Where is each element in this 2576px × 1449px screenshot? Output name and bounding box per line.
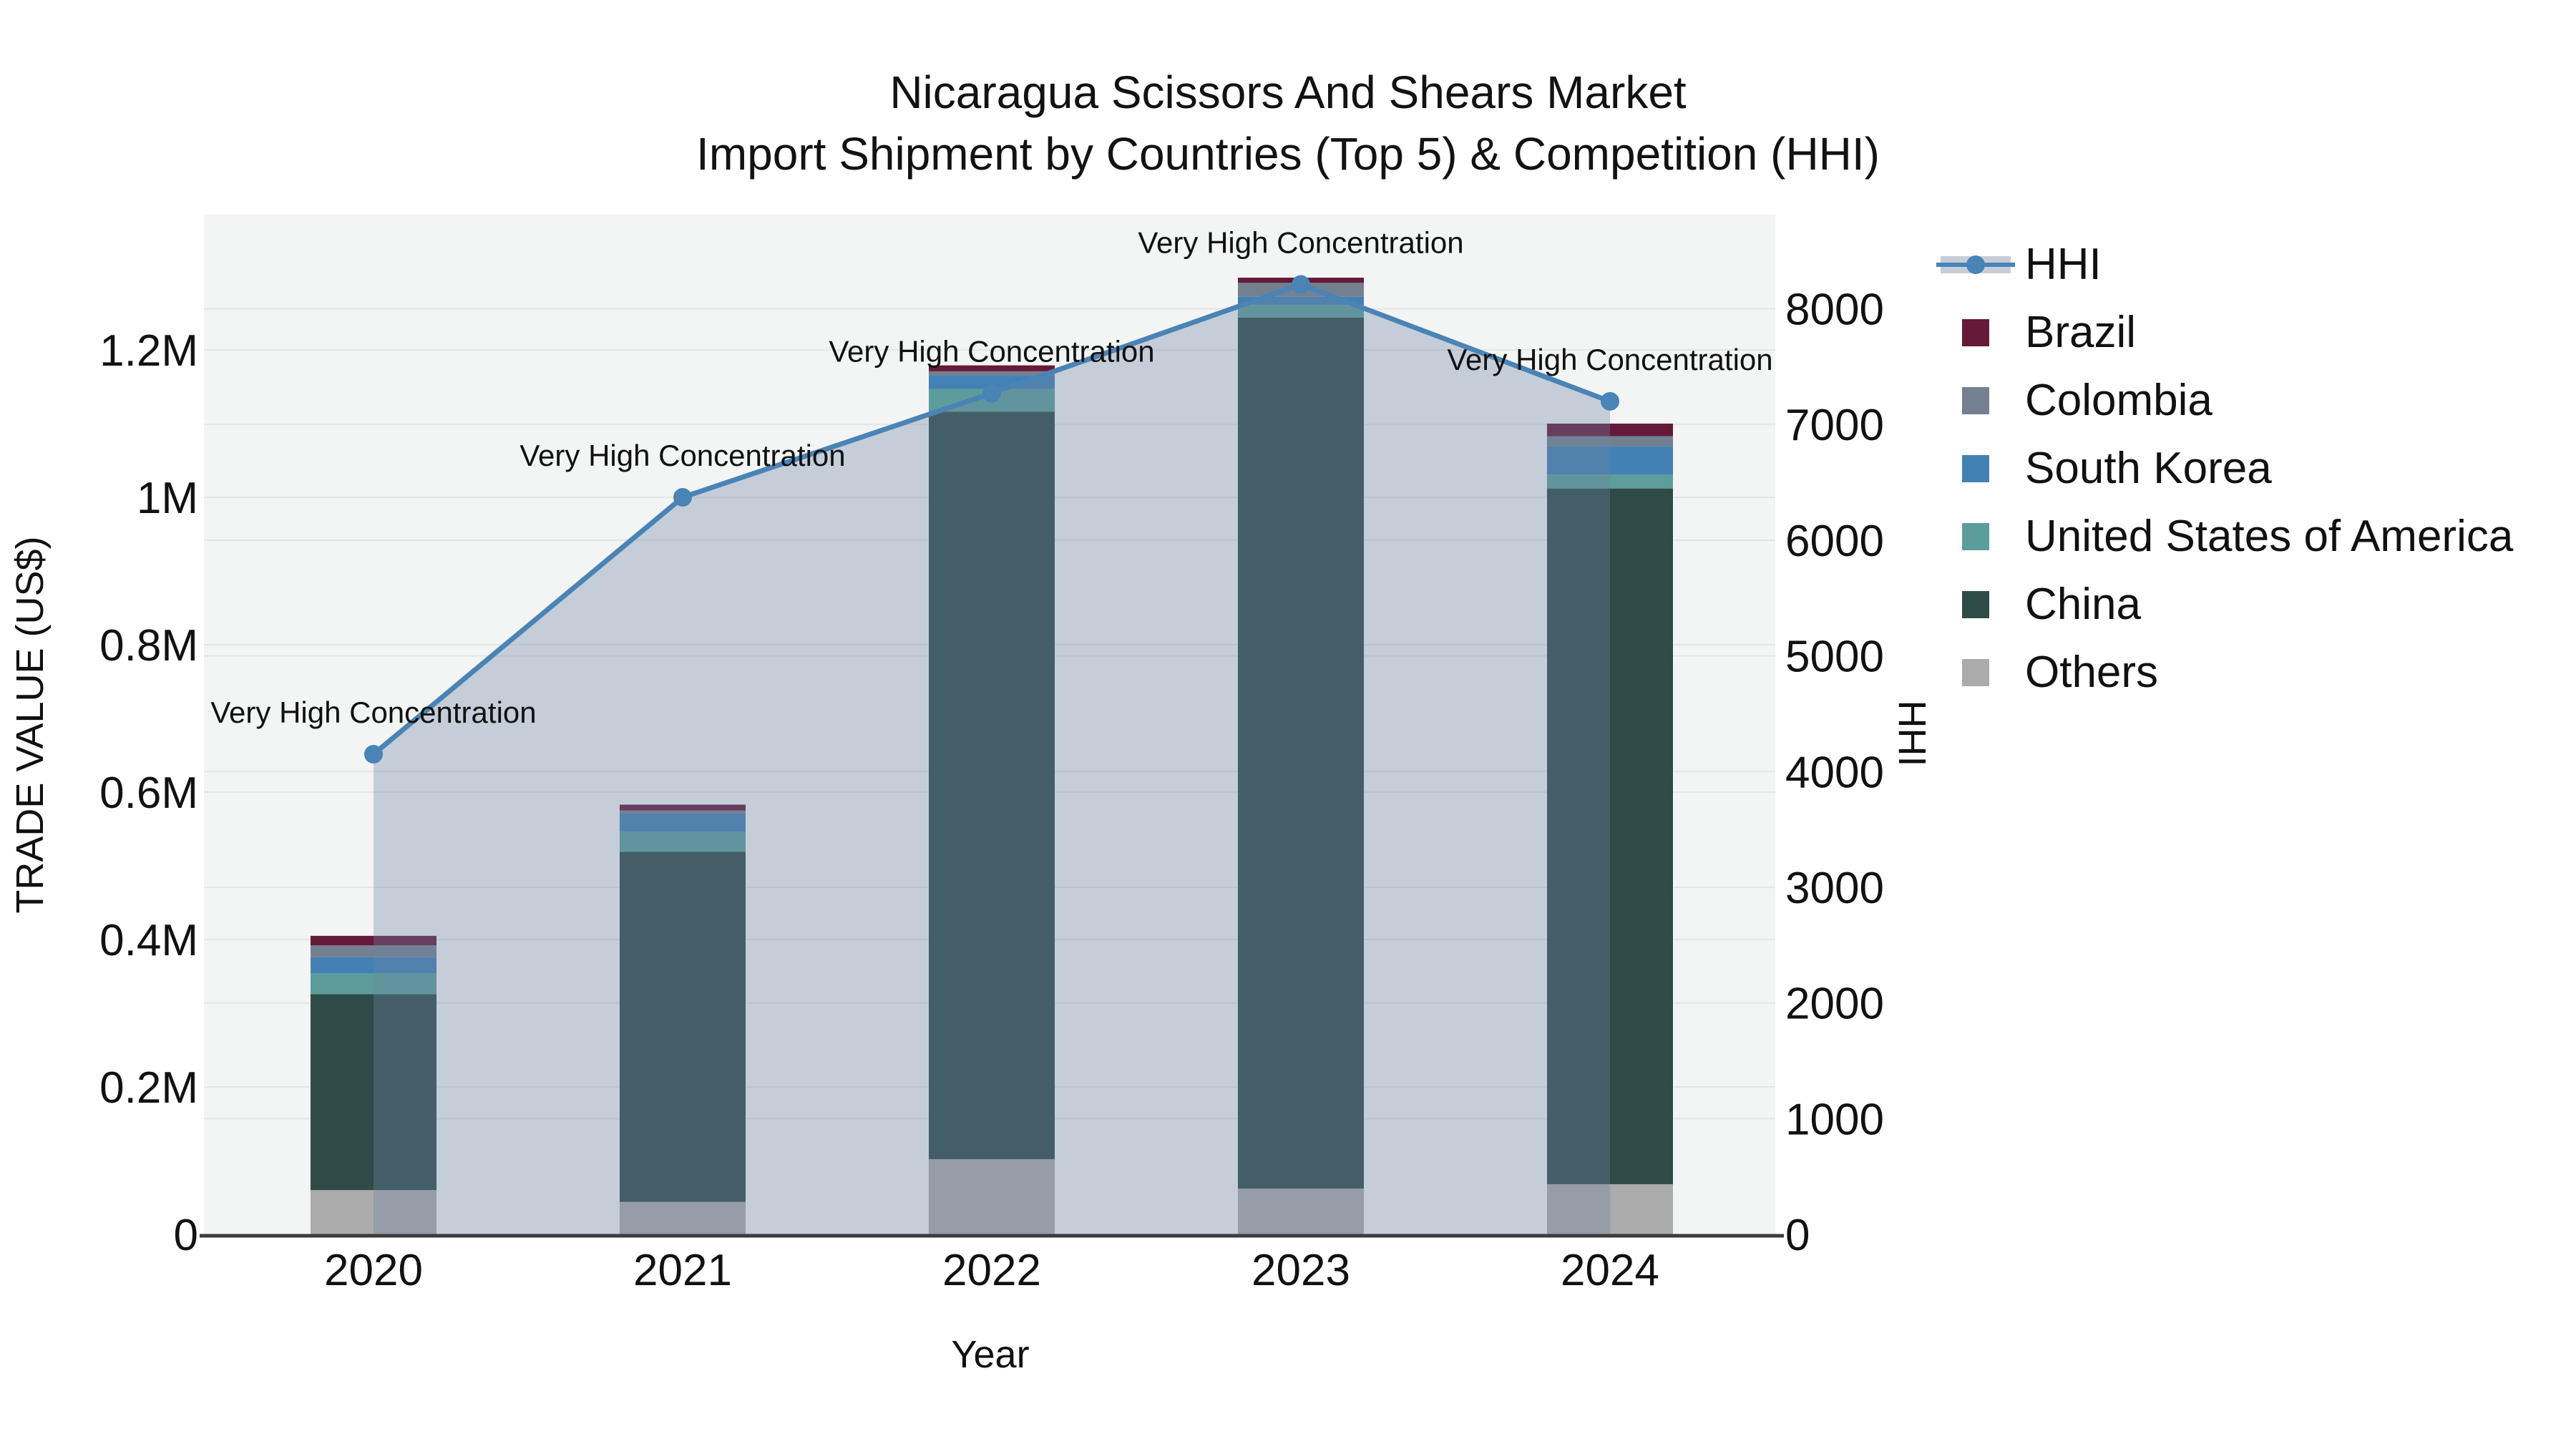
y-left-tick-1M: 1M (137, 474, 198, 523)
color-swatch-icon (1936, 522, 2022, 550)
color-swatch-icon (1936, 658, 2022, 686)
bar-segment-others-2024[interactable] (1547, 1184, 1673, 1234)
legend-label-brazil: Brazil (2025, 308, 2137, 357)
hhi-annotation-2020: Very High Concentration (210, 696, 536, 729)
y-left-tick-0.4M: 0.4M (99, 916, 198, 965)
bar-segment-brazil-2021[interactable] (620, 804, 746, 811)
y-left-tick-1.2M: 1.2M (99, 326, 198, 376)
bar-segment-south-korea-2020[interactable] (311, 957, 436, 974)
legend-item-brazil[interactable]: Brazil (1936, 298, 2513, 366)
bar-segment-united-states-of-america-2021[interactable] (620, 831, 746, 852)
x-tick-2024: 2024 (1561, 1246, 1659, 1295)
hhi-area-fill (374, 284, 1610, 1234)
legend-swatch-brazil (1962, 318, 1989, 346)
legend-swatch-colombia (1962, 386, 1989, 414)
x-tick-2020: 2020 (324, 1246, 423, 1295)
bar-segment-others-2023[interactable] (1238, 1189, 1364, 1234)
x-tick-2023: 2023 (1252, 1246, 1350, 1295)
chart-title-line2: Import Shipment by Countries (Top 5) & C… (696, 128, 1880, 180)
hhi-marker-2022[interactable] (982, 384, 1001, 403)
legend-item-others[interactable]: Others (1936, 638, 2513, 706)
y-axis-title-right: HHI (1890, 700, 1933, 767)
bar-segment-colombia-2020[interactable] (311, 945, 436, 957)
hhi-legend-sample (1936, 251, 2015, 278)
hhi-marker-2021[interactable] (673, 488, 692, 507)
bar-segment-colombia-2022[interactable] (929, 371, 1055, 376)
y-left-tick-0.8M: 0.8M (99, 621, 198, 670)
hhi-annotation-2022: Very High Concentration (829, 335, 1154, 369)
bar-segment-united-states-of-america-2020[interactable] (311, 973, 436, 995)
bar-segment-others-2021[interactable] (620, 1201, 746, 1234)
y-left-tick-0: 0 (174, 1211, 198, 1260)
bar-segment-south-korea-2023[interactable] (1238, 296, 1364, 306)
hhi-marker-2023[interactable] (1292, 275, 1310, 294)
y-right-tick-7000: 7000 (1785, 401, 1884, 450)
hhi-annotation-2021: Very High Concentration (519, 439, 845, 472)
y-left-tick-0.6M: 0.6M (99, 769, 198, 818)
y-right-tick-4000: 4000 (1785, 748, 1884, 797)
legend-label-others: Others (2025, 648, 2159, 697)
bar-segment-china-2020[interactable] (311, 994, 436, 1191)
bar-segment-china-2023[interactable] (1238, 317, 1364, 1189)
color-swatch-icon (1936, 386, 2022, 414)
y-right-tick-6000: 6000 (1785, 517, 1884, 566)
color-swatch-icon (1936, 590, 2022, 618)
legend-item-south-korea[interactable]: South Korea (1936, 434, 2513, 502)
bar-segment-colombia-2024[interactable] (1547, 436, 1673, 447)
legend-item-united-states-of-america[interactable]: United States of America (1936, 502, 2513, 570)
hhi-line-swatch-icon (1936, 251, 2022, 278)
y-axis-title-left: TRADE VALUE (US$) (9, 536, 52, 914)
bar-segment-south-korea-2021[interactable] (620, 813, 746, 832)
hhi-marker-2024[interactable] (1601, 391, 1619, 411)
bar-segment-south-korea-2022[interactable] (929, 376, 1055, 389)
bar-segment-brazil-2020[interactable] (311, 935, 436, 946)
hhi-annotation-2023: Very High Concentration (1138, 226, 1463, 260)
y-left-tick-0.2M: 0.2M (99, 1063, 198, 1113)
bar-segment-colombia-2021[interactable] (620, 810, 746, 814)
x-tick-2021: 2021 (633, 1246, 732, 1295)
legend: HHI Brazil Colombia South Korea United State… (1936, 230, 2513, 706)
bar-segment-others-2022[interactable] (929, 1158, 1055, 1234)
bar-segment-brazil-2024[interactable] (1547, 424, 1673, 436)
y-right-tick-0: 0 (1785, 1211, 1810, 1260)
x-tick-2022: 2022 (942, 1246, 1041, 1295)
y-right-tick-1000: 1000 (1785, 1095, 1884, 1144)
bar-segment-south-korea-2024[interactable] (1547, 446, 1673, 475)
legend-label-china: China (2025, 580, 2141, 629)
y-right-tick-3000: 3000 (1785, 864, 1884, 913)
legend-item-china[interactable]: China (1936, 570, 2513, 638)
legend-item-hhi[interactable]: HHI (1936, 230, 2513, 298)
x-axis-title: Year (951, 1333, 1030, 1376)
bar-segment-china-2022[interactable] (929, 411, 1055, 1159)
bar-segment-united-states-of-america-2024[interactable] (1547, 474, 1673, 489)
legend-swatch-united-states-of-america (1962, 522, 1989, 550)
legend-label-united-states-of-america: United States of America (2025, 512, 2514, 561)
color-swatch-icon (1936, 318, 2022, 346)
hhi-marker-2020[interactable] (364, 744, 383, 763)
hhi-marker-swatch (1966, 255, 1985, 274)
color-swatch-icon (1936, 454, 2022, 482)
bar-segment-others-2020[interactable] (311, 1190, 436, 1234)
legend-item-colombia[interactable]: Colombia (1936, 366, 2513, 434)
bar-segment-united-states-of-america-2023[interactable] (1238, 305, 1364, 318)
legend-label-hhi: HHI (2025, 240, 2102, 289)
y-right-tick-5000: 5000 (1785, 633, 1884, 682)
legend-swatch-south-korea (1962, 454, 1989, 482)
bar-segment-brazil-2022[interactable] (929, 365, 1055, 371)
legend-swatch-china (1962, 590, 1989, 618)
legend-label-south-korea: South Korea (2025, 444, 2272, 493)
legend-label-colombia: Colombia (2025, 376, 2212, 425)
y-right-tick-8000: 8000 (1785, 286, 1884, 335)
hhi-annotation-2024: Very High Concentration (1447, 343, 1772, 376)
y-right-tick-2000: 2000 (1785, 980, 1884, 1029)
bar-segment-china-2021[interactable] (620, 852, 746, 1202)
legend-swatch-others (1962, 658, 1989, 686)
chart-title-line1: Nicaragua Scissors And Shears Market (889, 67, 1687, 118)
bar-segment-china-2024[interactable] (1547, 488, 1673, 1184)
